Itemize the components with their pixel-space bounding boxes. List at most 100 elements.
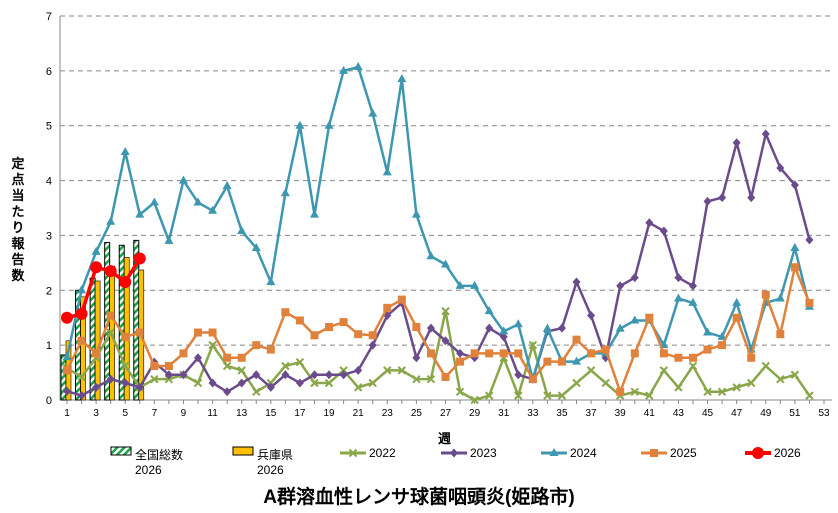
x-tick-label: 53 [818,408,830,419]
point-marker [281,370,290,380]
point-marker [339,318,348,327]
point-marker [135,209,145,218]
y-tick-label: 6 [46,66,52,78]
point-marker [513,319,523,328]
point-marker [222,181,232,190]
point-marker [121,378,130,388]
point-marker [77,372,86,382]
point-marker [61,311,73,324]
point-marker [252,341,261,350]
point-marker [703,327,713,336]
point-marker [790,180,799,190]
point-marker [208,340,217,350]
series-2022 [62,306,814,405]
point-marker [674,273,683,283]
point-marker [688,297,698,306]
legend-item-national: 全国総数 2026 [110,446,183,477]
series-line [66,310,811,402]
point-marker [411,209,421,218]
point-marker [485,349,494,358]
point-marker [543,391,552,400]
point-marker [309,209,319,218]
y-tick-label: 1 [46,340,52,352]
point-marker [179,370,188,380]
point-marker [542,323,552,332]
point-marker [339,65,349,74]
point-marker [164,235,174,244]
x-tick-label: 33 [527,408,539,419]
point-marker [193,197,203,206]
point-marker [688,353,697,362]
point-marker [266,382,275,392]
point-marker [776,163,785,173]
point-marker [266,345,275,354]
x-axis-label: 週 [438,431,452,446]
legend-label: 2024 [570,446,597,460]
bar [123,257,130,401]
x-tick-label: 31 [498,408,510,419]
point-marker [805,298,814,307]
point-marker [456,357,465,366]
point-marker [549,448,559,456]
point-marker [557,391,567,400]
series-2026 [61,252,146,324]
point-marker [732,383,741,392]
point-marker [732,313,741,322]
point-marker [208,205,218,214]
point-marker [382,167,392,176]
point-marker [455,387,465,396]
y-axis-label: 定点当たり報告数 [11,156,25,283]
legend-swatch [340,448,366,458]
legend-label-year: 2026 [135,463,162,477]
point-marker [659,366,669,375]
point-marker [324,120,334,129]
point-marker [135,382,144,392]
legend-label: 2025 [670,446,697,460]
legend-label: 2023 [470,446,497,460]
bar [94,280,101,401]
point-marker [164,361,173,370]
point-marker [295,357,305,367]
legend-label: 2022 [369,446,396,460]
point-marker [557,357,566,366]
point-marker [90,261,103,274]
x-tick-label: 45 [702,408,714,419]
point-marker [426,323,435,333]
point-marker [805,391,814,400]
point-marker [133,252,146,265]
x-tick-label: 25 [411,408,423,419]
point-marker [650,449,658,457]
point-marker [223,353,232,362]
point-marker [659,226,668,236]
legend-swatch [541,448,567,456]
bar [80,296,86,401]
point-marker [237,353,246,362]
legend-label: 2026 [774,446,801,460]
x-tick-label: 39 [615,408,627,419]
legend-item-2023: 2023 [441,446,497,460]
point-marker [775,293,785,302]
point-marker [630,387,639,396]
point-marker [717,331,727,340]
series-2025 [63,263,814,396]
point-marker [164,370,173,380]
point-marker [514,349,523,358]
x-tick-label: 5 [122,408,128,419]
point-marker [237,366,246,375]
point-marker [354,365,363,375]
y-tick-label: 2 [46,285,52,297]
point-marker [77,391,86,401]
point-marker [397,74,407,83]
point-marker [266,277,276,286]
point-marker [587,311,596,321]
x-tick-label: 47 [731,408,743,419]
y-tick-label: 0 [46,395,52,407]
point-marker [718,193,727,203]
point-marker [106,328,115,337]
point-marker [104,265,117,278]
x-tick-label: 23 [382,408,394,419]
point-marker [310,378,319,388]
point-marker [688,361,698,371]
point-marker [194,328,203,337]
point-marker [121,361,130,371]
